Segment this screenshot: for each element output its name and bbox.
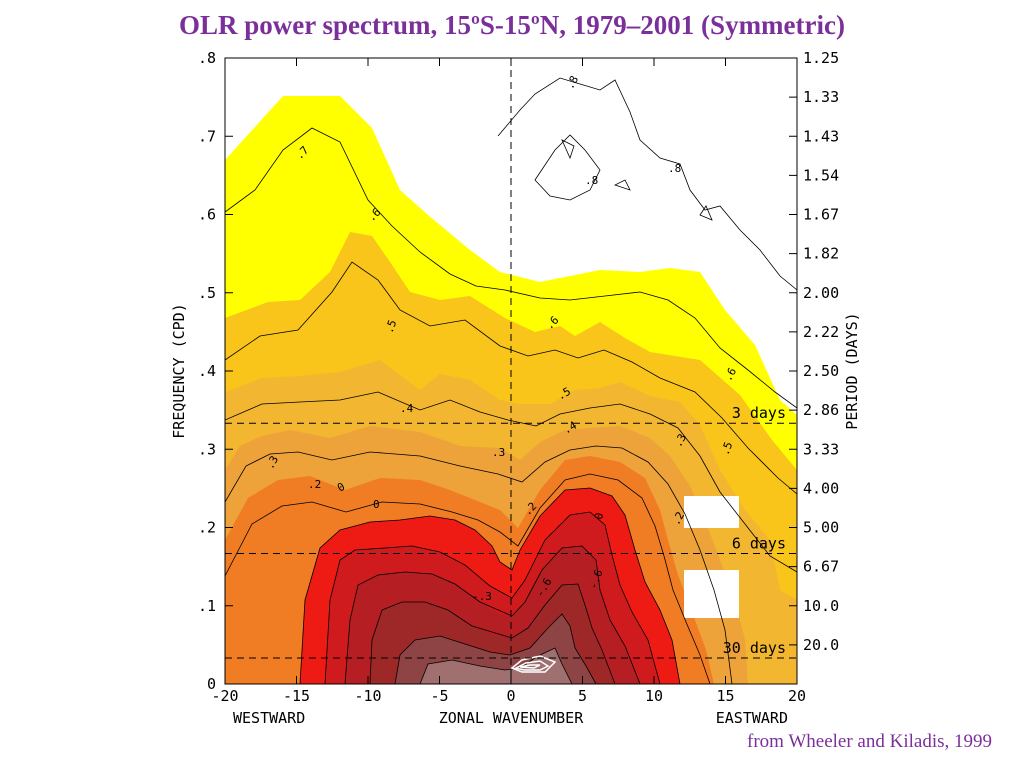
contour-value-label: .8	[585, 174, 598, 187]
contour-line-layer	[225, 77, 797, 684]
contour-value-label: .2	[308, 478, 321, 491]
contour-value-label: 0	[373, 498, 380, 511]
x-tick-label: -10	[354, 687, 381, 705]
y-axis: 0 .1 .2 .3 .4 .5 .6 .7 .8	[198, 49, 233, 693]
period-tick-label: 2.22	[803, 323, 839, 341]
x-axis: -20 -15 -10 -5 0 5 10 15 20	[211, 58, 806, 705]
y-tick-label: .4	[198, 362, 216, 380]
x-tick-label: 10	[645, 687, 663, 705]
contour-value-label: .2	[669, 510, 687, 528]
reference-line-label: 6 days	[732, 535, 786, 553]
contour-value-label: .8	[563, 74, 581, 92]
period-tick-label: 5.00	[803, 519, 839, 537]
contour-line-0.8	[497, 77, 797, 291]
reference-line-layer: 3 days 6 days 30 days	[225, 58, 797, 684]
x-tick-label: 0	[506, 687, 515, 705]
contour-value-label: -.6	[587, 568, 606, 591]
contour-line-0	[299, 487, 681, 684]
y-tick-label: .7	[198, 127, 216, 145]
contour-line-0.8-island-c	[699, 205, 713, 221]
period-tick-label: 2.00	[803, 284, 839, 302]
x-tick-label: 20	[788, 687, 806, 705]
contour-value-label: .6	[721, 366, 739, 384]
y-tick-label: .5	[198, 284, 216, 302]
period-tick-label: 20.0	[803, 636, 839, 654]
contour-line-0.6	[225, 127, 797, 409]
contour-value-label: .3	[492, 446, 505, 459]
period-tick-label: 1.43	[803, 127, 839, 145]
contour-line-0.8-island-a	[534, 134, 601, 201]
page-title: OLR power spectrum, 15ºS-15ºN, 1979–2001…	[179, 10, 845, 40]
period-tick-label: 2.50	[803, 362, 839, 380]
x-left-note: WESTWARD	[233, 709, 305, 727]
contour-value-label: -.3	[472, 590, 492, 603]
period-tick-label: 4.00	[803, 479, 839, 497]
contour-line--0.8	[394, 613, 597, 684]
contour-peak-ring-2	[513, 660, 550, 671]
source-credit: from Wheeler and Kiladis, 1999	[747, 731, 992, 752]
y-tick-label: 0	[207, 675, 216, 693]
contour-line-0.4	[225, 391, 797, 573]
y-tick-label: .1	[198, 597, 216, 615]
contour-value-label: .5	[555, 385, 573, 403]
period-tick-label: 10.0	[803, 597, 839, 615]
x-tick-label: -15	[283, 687, 310, 705]
contour-value-label: .5	[383, 318, 400, 335]
period-tick-label: 1.67	[803, 206, 839, 224]
contour-value-label: .4	[400, 402, 414, 415]
contour-value-label: .3	[263, 454, 281, 472]
y-tick-label: .6	[198, 206, 216, 224]
contour-peak-ring-3	[519, 664, 541, 669]
period-tick-label: 1.54	[803, 166, 839, 184]
reference-line-label: 3 days	[732, 404, 786, 422]
period-tick-label: 1.25	[803, 49, 839, 67]
contour-peak-ring-1	[510, 655, 557, 673]
y2-axis: 1.25 1.33 1.43 1.54 1.67 1.82 2.00 2.22 2.50 2.86…	[789, 49, 839, 654]
legend-mask-box-upper	[684, 496, 739, 528]
period-tick-label: 2.86	[803, 401, 839, 419]
y2-axis-label: PERIOD (DAYS)	[843, 312, 861, 429]
period-tick-label: 1.82	[803, 245, 839, 263]
legend-mask-box-lower	[684, 570, 739, 618]
contour-fill-level--1	[420, 648, 572, 684]
contour-value-label: .5	[719, 440, 736, 457]
contour-value-label: .3	[671, 432, 689, 450]
x-tick-label: 5	[578, 687, 587, 705]
period-tick-label: 3.33	[803, 440, 839, 458]
contour-line--0.6	[369, 583, 616, 684]
period-tick-label: 1.33	[803, 88, 839, 106]
contour-line--0.2	[324, 511, 661, 684]
contour-line-0.2	[225, 473, 711, 684]
contour-line-0.8-island-b	[613, 179, 631, 191]
x-tick-label: -20	[211, 687, 238, 705]
y-tick-label: .8	[198, 49, 216, 67]
contour-value-label: 0	[592, 512, 606, 521]
x-right-note: EASTWARD	[716, 709, 788, 727]
y-tick-label: .3	[198, 440, 216, 458]
contour-line--0.4	[344, 545, 641, 684]
contour-line-0.5	[225, 261, 797, 495]
reference-line-label: 30 days	[723, 639, 786, 657]
y-axis-label: FREQUENCY (CPD)	[170, 303, 188, 438]
contour-line-0.3	[225, 445, 733, 684]
x-tick-label: -5	[430, 687, 448, 705]
x-tick-label: 15	[716, 687, 734, 705]
contour-value-label: .8	[668, 162, 681, 175]
period-tick-label: 6.67	[803, 558, 839, 576]
y-tick-label: .2	[198, 519, 216, 537]
x-axis-label: ZONAL WAVENUMBER	[439, 709, 584, 727]
contour-line-0.8-island-d	[561, 139, 575, 160]
